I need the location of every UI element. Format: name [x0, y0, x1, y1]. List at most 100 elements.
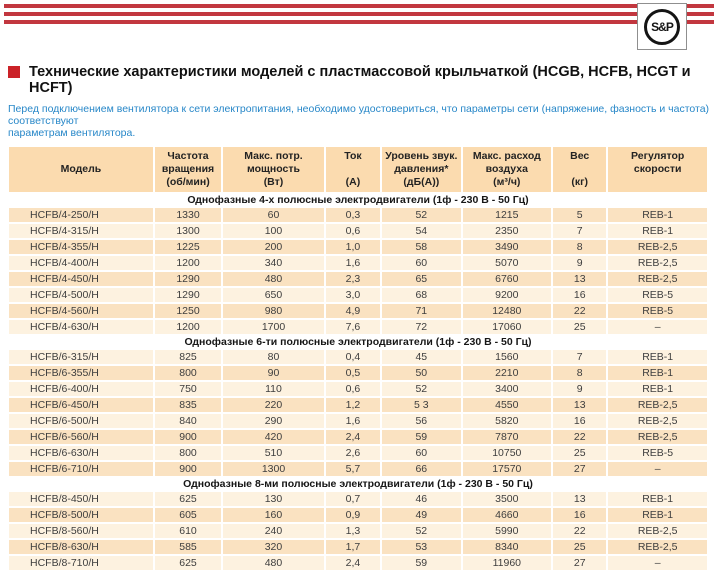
value-cell: 9 — [553, 256, 607, 270]
value-cell: 1225 — [154, 240, 222, 254]
value-cell: 1700 — [223, 320, 324, 334]
value-cell: 835 — [154, 398, 222, 412]
table-row: HCFB/6-315/H 825 80 0,4 45 1560 7 REB-1 — [9, 350, 707, 364]
value-cell: 800 — [154, 446, 222, 460]
value-cell: REB-1 — [608, 208, 707, 222]
value-cell: 220 — [223, 398, 324, 412]
sp-logo: S&P — [637, 3, 687, 50]
value-cell: REB-5 — [608, 446, 707, 460]
model-cell: HCFB/6-500/H — [9, 414, 153, 428]
value-cell: 0,9 — [325, 508, 381, 522]
value-cell: 3500 — [462, 492, 552, 506]
value-cell: 100 — [223, 224, 324, 238]
value-cell: 2,4 — [325, 430, 381, 444]
model-cell: HCFB/8-630/H — [9, 540, 153, 554]
value-cell: 800 — [154, 366, 222, 380]
value-cell: 16 — [553, 288, 607, 302]
value-cell: 68 — [382, 288, 461, 302]
table-row: HCFB/4-560/H 1250 980 4,9 71 12480 22 REB-5 — [9, 304, 707, 318]
value-cell: 25 — [553, 320, 607, 334]
value-cell: 90 — [223, 366, 324, 380]
value-cell: 5 3 — [382, 398, 461, 412]
value-cell: REB-5 — [608, 304, 707, 318]
value-cell: 825 — [154, 350, 222, 364]
value-cell: 0,6 — [325, 224, 381, 238]
value-cell: 25 — [553, 446, 607, 460]
model-cell: HCFB/6-560/H — [9, 430, 153, 444]
value-cell: REB-2,5 — [608, 540, 707, 554]
value-cell: 605 — [154, 508, 222, 522]
value-cell: 10750 — [462, 446, 552, 460]
column-header-line: (м³/ч) — [493, 176, 521, 188]
value-cell: 2350 — [462, 224, 552, 238]
value-cell: 45 — [382, 350, 461, 364]
sp-logo-circle: S&P — [644, 8, 680, 45]
value-cell: 71 — [382, 304, 461, 318]
value-cell: 60 — [382, 256, 461, 270]
value-cell: 1,6 — [325, 256, 381, 270]
model-cell: HCFB/4-400/H — [9, 256, 153, 270]
value-cell: 7,6 — [325, 320, 381, 334]
table-row: HCFB/4-450/H 1290 480 2,3 65 6760 13 REB-2,5 — [9, 272, 707, 286]
value-cell: 4550 — [462, 398, 552, 412]
value-cell: 52 — [382, 524, 461, 538]
table-row: HCFB/8-710/H 625 480 2,4 59 11960 27– — [9, 556, 707, 570]
table-row: HCFB/4-630/H 1200 1700 7,6 72 17060 25– — [9, 320, 707, 334]
value-cell: 65 — [382, 272, 461, 286]
red-stripe — [4, 12, 714, 16]
value-cell: 1250 — [154, 304, 222, 318]
value-cell: 56 — [382, 414, 461, 428]
value-cell: REB-2,5 — [608, 524, 707, 538]
value-cell: REB-1 — [608, 382, 707, 396]
column-header-line — [326, 163, 380, 176]
value-cell: 840 — [154, 414, 222, 428]
column-header-3: Ток (А) — [325, 147, 381, 192]
value-cell: 7 — [553, 350, 607, 364]
value-cell: 200 — [223, 240, 324, 254]
value-cell: REB-2,5 — [608, 414, 707, 428]
value-cell: 80 — [223, 350, 324, 364]
value-cell: 900 — [154, 462, 222, 476]
value-cell: 1200 — [154, 256, 222, 270]
value-cell: 480 — [223, 272, 324, 286]
value-cell: 72 — [382, 320, 461, 334]
table-row: HCFB/4-250/H 1330 60 0,3 52 1215 5 REB-1 — [9, 208, 707, 222]
value-cell: 12480 — [462, 304, 552, 318]
value-cell: 2,3 — [325, 272, 381, 286]
catalog-page: S&P Технические характеристики моделей с… — [4, 3, 714, 570]
column-header-line: Макс. расход — [472, 150, 541, 162]
section-title-row: Технические характеристики моделей с пла… — [8, 64, 710, 96]
column-header-line: (Вт) — [263, 176, 284, 188]
value-cell: 320 — [223, 540, 324, 554]
column-header-line: Модель — [60, 163, 102, 175]
table-row: HCFB/8-630/H 585 320 1,7 53 8340 25 REB-2,5 — [9, 540, 707, 554]
value-cell: 5820 — [462, 414, 552, 428]
value-cell: 17570 — [462, 462, 552, 476]
value-cell: 5070 — [462, 256, 552, 270]
column-header-5: Макс. расход воздуха (м³/ч) — [462, 147, 552, 192]
value-cell: 4,9 — [325, 304, 381, 318]
value-cell: 7870 — [462, 430, 552, 444]
table-row: HCFB/6-450/H 835 220 1,2 5 3 4550 13 REB-2,5 — [9, 398, 707, 412]
column-header-line: скорости — [633, 163, 682, 175]
model-cell: HCFB/6-710/H — [9, 462, 153, 476]
model-cell: HCFB/8-500/H — [9, 508, 153, 522]
value-cell: 1215 — [462, 208, 552, 222]
value-cell: 59 — [382, 430, 461, 444]
value-cell: 160 — [223, 508, 324, 522]
column-header-0: Модель — [9, 147, 153, 192]
value-cell: 13 — [553, 272, 607, 286]
model-cell: HCFB/6-315/H — [9, 350, 153, 364]
table-row: HCFB/6-400/H 750 110 0,6 52 3400 9 REB-1 — [9, 382, 707, 396]
value-cell: 480 — [223, 556, 324, 570]
value-cell: 22 — [553, 304, 607, 318]
warning-note: Перед подключением вентилятора к сети эл… — [8, 103, 710, 139]
value-cell: 13 — [553, 492, 607, 506]
value-cell: 8 — [553, 366, 607, 380]
column-header-line: Частота — [167, 150, 209, 162]
value-cell: 625 — [154, 556, 222, 570]
model-cell: HCFB/4-450/H — [9, 272, 153, 286]
model-cell: HCFB/4-500/H — [9, 288, 153, 302]
value-cell: 3490 — [462, 240, 552, 254]
column-header-7: Регулятор скорости — [608, 147, 707, 192]
